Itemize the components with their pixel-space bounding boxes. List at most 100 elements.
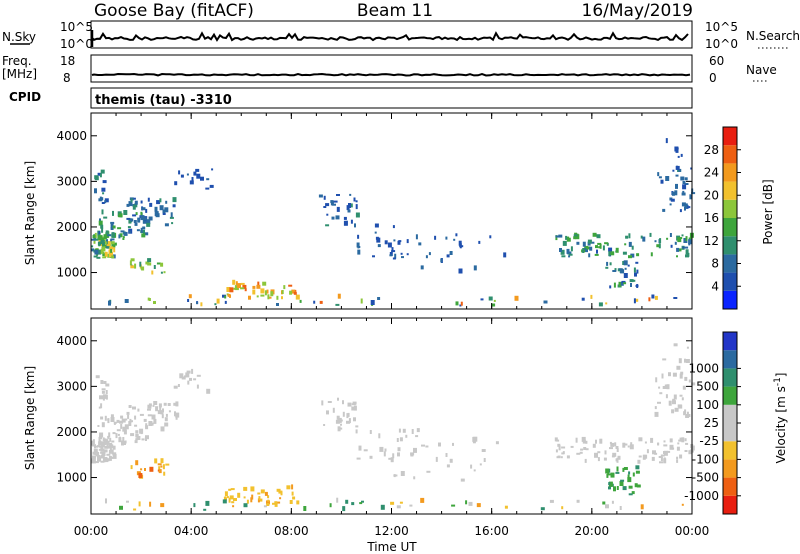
scatter-cell <box>260 489 265 494</box>
scatter-cell <box>160 410 163 414</box>
scatter-cell <box>124 424 129 430</box>
scatter-cell <box>112 453 117 459</box>
scatter-cell <box>459 245 464 248</box>
scatter-cell <box>592 232 597 237</box>
scatter-cell <box>372 255 375 258</box>
scatter-cell <box>179 373 184 379</box>
colorbar-tick-label: 12 <box>704 234 719 248</box>
scatter-cell <box>185 372 190 378</box>
scatter-cell <box>121 418 126 423</box>
cpid-label: CPID <box>9 90 41 104</box>
scatter-cell <box>473 265 477 271</box>
scatter-cell <box>670 198 675 202</box>
scatter-cell <box>675 147 679 153</box>
scatter-cell <box>351 406 355 411</box>
scatter-cell <box>337 397 339 401</box>
scatter-cell <box>389 252 393 256</box>
scatter-cell <box>676 446 680 451</box>
scatter-cell <box>281 296 283 300</box>
scatter-cell <box>98 441 103 446</box>
scatter-cell <box>590 241 595 244</box>
scatter-cell <box>222 499 227 504</box>
scatter-cell <box>289 290 293 295</box>
scatter-cell <box>134 424 138 427</box>
scatter-cell <box>147 404 152 409</box>
scatter-cell <box>611 455 615 458</box>
scatter-cell <box>393 239 396 242</box>
scatter-cell <box>123 210 128 215</box>
scatter-cell <box>669 203 672 206</box>
scatter-cell <box>590 294 593 299</box>
scatter-cell <box>97 425 100 427</box>
scatter-cell <box>104 251 108 257</box>
scatter-cell <box>335 303 340 306</box>
scatter-cell <box>286 485 291 490</box>
scatter-cell <box>120 230 125 233</box>
scatter-cell <box>413 447 417 453</box>
scatter-cell <box>680 153 683 157</box>
scatter-cell <box>691 192 696 195</box>
scatter-cell <box>327 401 332 403</box>
scatter-cell <box>102 242 105 247</box>
colorbar-tick-label: 20 <box>704 188 719 202</box>
scatter-cell <box>397 447 401 452</box>
scatter-cell <box>151 414 156 420</box>
beam-title: Beam 11 <box>357 1 433 21</box>
scatter-cell <box>231 501 235 504</box>
scatter-cell <box>445 453 448 457</box>
scatter-cell <box>126 217 131 220</box>
scatter-cell <box>143 418 147 422</box>
scatter-cell <box>646 449 649 454</box>
scatter-cell <box>267 296 272 299</box>
scatter-cell <box>126 500 129 503</box>
scatter-cell <box>420 497 425 503</box>
scatter-cell <box>662 386 667 389</box>
scatter-cell <box>100 248 104 254</box>
freq-label-2: [MHz] <box>2 67 37 81</box>
scatter-cell <box>628 471 631 475</box>
scatter-cell <box>333 200 338 203</box>
scatter-cell <box>655 377 658 383</box>
scatter-cell <box>401 256 404 259</box>
scatter-cell <box>174 181 178 186</box>
scatter-cell <box>142 219 147 224</box>
scatter-cell <box>158 466 161 471</box>
scatter-cell <box>674 241 677 245</box>
scatter-cell <box>157 410 162 415</box>
colorbar-segment <box>723 145 737 164</box>
scatter-cell <box>274 501 278 505</box>
scatter-cell <box>226 496 229 499</box>
scatter-cell <box>154 211 159 217</box>
scatter-cell <box>455 233 458 237</box>
scatter-cell <box>122 236 125 239</box>
scatter-cell <box>353 417 356 422</box>
scatter-cell <box>406 239 409 244</box>
scatter-cell <box>666 237 669 240</box>
scatter-cell <box>129 418 132 423</box>
scatter-cell <box>125 418 128 421</box>
scatter-cell <box>358 445 362 451</box>
scatter-cell <box>397 240 401 245</box>
scatter-cell <box>139 413 144 416</box>
scatter-cell <box>629 444 634 450</box>
scatter-cell <box>100 403 103 409</box>
scatter-cell <box>336 497 339 503</box>
scatter-cell <box>628 241 632 247</box>
scatter-cell <box>583 447 587 450</box>
scatter-cell <box>440 258 443 263</box>
scatter-cell <box>147 297 150 301</box>
scatter-cell <box>623 467 628 470</box>
scatter-cell <box>340 427 343 430</box>
scatter-cell <box>281 290 284 294</box>
scatter-cell <box>105 383 110 387</box>
scatter-cell <box>561 452 565 455</box>
scatter-cell <box>555 235 558 241</box>
scatter-cell <box>105 394 108 400</box>
scatter-cell <box>398 428 401 433</box>
scatter-cell <box>191 368 194 374</box>
scatter-cell <box>611 500 614 504</box>
scatter-cell <box>137 408 140 412</box>
scatter-cell <box>164 417 168 422</box>
scatter-cell <box>103 216 108 219</box>
scatter-cell <box>399 437 403 442</box>
